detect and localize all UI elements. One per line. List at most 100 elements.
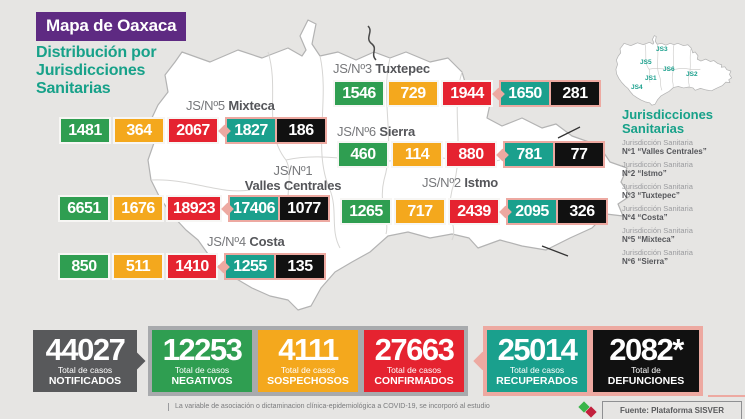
sospechosos-box: 114 (391, 141, 443, 168)
recuperados-box: 17406 (230, 197, 278, 220)
jurisdiction-name: Nº2 “Istmo” (622, 169, 667, 178)
region-name: Tuxtepec (375, 61, 430, 76)
pink-accent-line (708, 395, 745, 397)
defunciones-box: 1077 (280, 197, 328, 220)
jurisdiction-name: Nº4 “Costa” (622, 213, 668, 222)
region-name: Istmo (464, 175, 499, 190)
sospechosos-box: 717 (394, 198, 446, 225)
region-name: Mixteca (228, 98, 275, 113)
region-name: Valles Centrales (244, 178, 342, 193)
summary-value: 44027 (45, 331, 126, 367)
summary-caption: Total de casos (280, 364, 336, 375)
negativos-box: 1546 (333, 80, 385, 107)
region-label-valles-centrales: JS/Nº1 Valles Centrales (232, 163, 354, 193)
jurisdiction-name: Nº5 “Mixteca” (622, 235, 675, 244)
list-item: Jurisdicción Sanitaria Nº1 “Valles Centr… (622, 138, 742, 156)
summary-group-casos: 12253 Total de casos NEGATIVOS 4111 Tota… (148, 326, 468, 396)
summary-category: NEGATIVOS (171, 374, 233, 387)
oaxaca-map (147, 19, 631, 311)
oaxaca-outline (147, 19, 631, 311)
confirmados-box: 880 (445, 141, 497, 168)
page-subtitle: Distribución por Jurisdicciones Sanitari… (36, 44, 157, 98)
recuperados-defunciones-group: 17406 1077 (221, 195, 330, 222)
region-name: Costa (249, 234, 285, 249)
summary-caption: Total de casos (509, 364, 565, 375)
summary-category: NOTIFICADOS (48, 374, 122, 387)
negativos-box: 460 (337, 141, 389, 168)
list-item: Jurisdicción Sanitaria Nº6 “Sierra” (622, 248, 742, 266)
jurisdiction-kicker: Jurisdicción Sanitaria (622, 160, 693, 169)
sospechosos-box: 1676 (112, 195, 164, 222)
region-prefix: JS/Nº5 (186, 98, 225, 113)
sospechosos-box: 511 (112, 253, 164, 280)
mini-map-label-js4: JS4 (631, 84, 643, 91)
summary-category: DEFUNCIONES (607, 374, 685, 387)
jurisdiction-kicker: Jurisdicción Sanitaria (622, 182, 693, 191)
region-label-sierra: JS/Nº6 Sierra (337, 124, 415, 139)
sisver-logo (578, 401, 597, 419)
defunciones-box: 326 (558, 200, 606, 223)
region-label-istmo: JS/Nº2 Istmo (422, 175, 498, 190)
region-prefix: JS/Nº6 (337, 124, 376, 139)
summary-caption: Total de (631, 364, 661, 375)
mini-map-label-js2: JS2 (686, 71, 698, 78)
summary-sospechosos: 4111 Total de casos SOSPECHOSOS (258, 330, 358, 392)
jurisdiction-kicker: Jurisdicción Sanitaria (622, 248, 693, 257)
confirmados-box: 2067 (167, 117, 219, 144)
recuperados-defunciones-group: 1650 281 (492, 80, 601, 107)
list-item: Jurisdicción Sanitaria Nº2 “Istmo” (622, 160, 742, 178)
subtitle-line: Jurisdicciones (36, 62, 146, 79)
summary-negativos: 12253 Total de casos NEGATIVOS (152, 330, 252, 392)
mini-map-label-js6: JS6 (663, 66, 675, 73)
mini-oaxaca-map (615, 35, 732, 106)
summary-recuperados: 25014 Total de casos RECUPERADOS (487, 330, 587, 392)
jurisdiction-kicker: Jurisdicción Sanitaria (622, 226, 693, 235)
sidebar-title: Jurisdicciones Sanitarias (622, 108, 713, 136)
summary-caption: Total de casos (386, 364, 442, 375)
defunciones-box: 186 (277, 119, 325, 142)
sospechosos-box: 729 (387, 80, 439, 107)
list-item: Jurisdicción Sanitaria Nº3 “Tuxtepec” (622, 182, 742, 200)
recuperados-box: 2095 (508, 200, 556, 223)
defunciones-box: 135 (276, 255, 324, 278)
recuperados-defunciones-group: 781 77 (496, 141, 605, 168)
sospechosos-box: 364 (113, 117, 165, 144)
region-row-tuxtepec: 1546 729 1944 1650 281 (333, 80, 601, 107)
recuperados-box: 1650 (501, 82, 549, 105)
summary-value: 12253 (162, 331, 243, 367)
jurisdiction-name: Nº3 “Tuxtepec” (622, 191, 680, 200)
summary-category: CONFIRMADOS (374, 374, 454, 387)
defunciones-box: 77 (555, 143, 603, 166)
recuperados-box: 1827 (227, 119, 275, 142)
jurisdiction-list: Jurisdicción Sanitaria Nº1 “Valles Centr… (622, 138, 742, 270)
list-item: Jurisdicción Sanitaria Nº5 “Mixteca” (622, 226, 742, 244)
river-squiggle (367, 25, 377, 61)
summary-value: 27663 (374, 331, 455, 367)
sidebar-title-line: Jurisdicciones (622, 107, 714, 122)
region-row-costa: 850 511 1410 1255 135 (58, 253, 326, 280)
confirmados-box: 2439 (448, 198, 500, 225)
summary-value: 25014 (497, 331, 578, 367)
confirmados-box: 1410 (166, 253, 218, 280)
summary-defunciones: 2082* Total de DEFUNCIONES (593, 330, 699, 392)
confirmados-box: 18923 (166, 195, 222, 222)
defunciones-box: 281 (551, 82, 599, 105)
summary-caption: Total de casos (57, 364, 113, 375)
summary-group-resultados: 25014 Total de casos RECUPERADOS 2082* T… (473, 326, 703, 396)
sidebar-title-line: Sanitarias (622, 121, 685, 136)
recuperados-box: 1255 (226, 255, 274, 278)
subtitle-line: Distribución por (36, 44, 157, 61)
recuperados-defunciones-group: 1255 135 (217, 253, 326, 280)
negativos-box: 1481 (59, 117, 111, 144)
subtitle-line: Sanitarias (36, 80, 111, 97)
mini-map-label-js3: JS3 (656, 46, 668, 53)
region-name: Sierra (379, 124, 416, 139)
summary-caption: Total de casos (174, 364, 230, 375)
jurisdiction-name: Nº6 “Sierra” (622, 257, 669, 266)
jurisdiction-kicker: Jurisdicción Sanitaria (622, 204, 693, 213)
negativos-box: 850 (58, 253, 110, 280)
confirmados-box: 1944 (441, 80, 493, 107)
summary-category: RECUPERADOS (496, 374, 578, 387)
recuperados-defunciones-group: 1827 186 (218, 117, 327, 144)
